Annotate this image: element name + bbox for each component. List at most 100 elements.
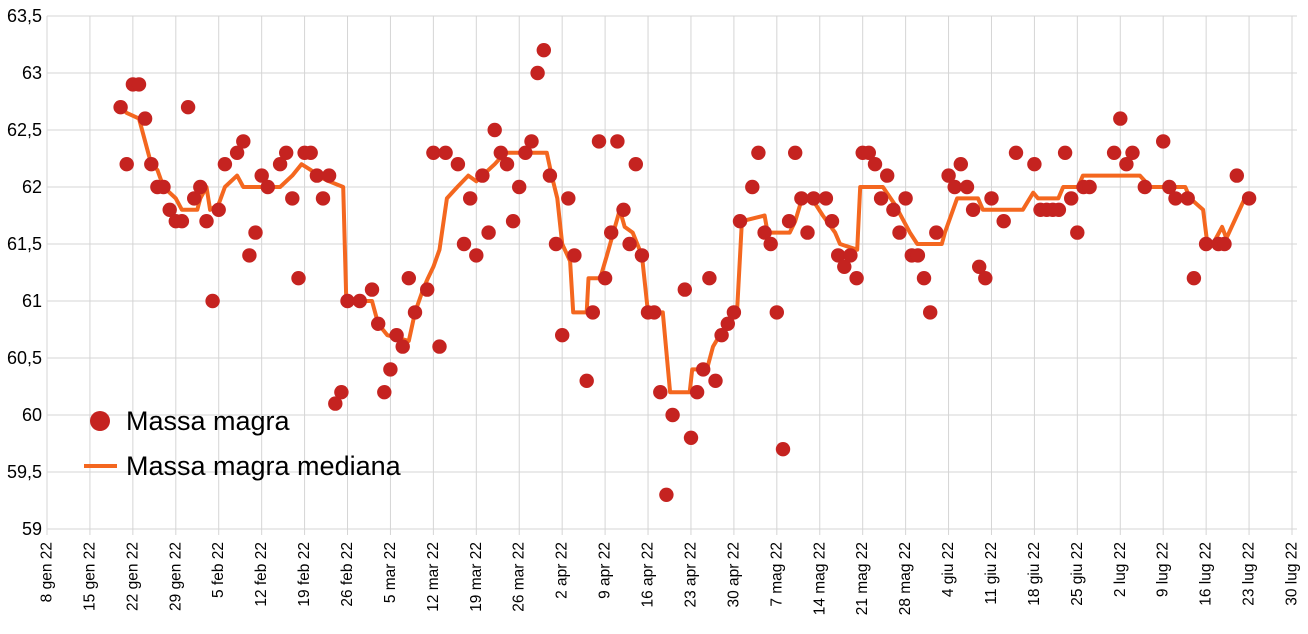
data-point [1119, 157, 1134, 172]
x-tick-label: 23 apr 22 [682, 542, 699, 608]
data-point [653, 385, 668, 400]
data-point [929, 225, 944, 240]
data-point [898, 191, 913, 206]
data-point [524, 134, 539, 149]
data-point [162, 202, 177, 217]
data-point [732, 214, 748, 229]
data-point [677, 282, 692, 297]
y-tick-label: 63,5 [7, 6, 42, 26]
data-point [867, 157, 883, 172]
data-point [530, 65, 545, 81]
data-point [831, 248, 846, 263]
x-tick-label: 22 gen 22 [124, 542, 141, 611]
y-tick-label: 60 [22, 405, 42, 425]
data-point [242, 248, 257, 263]
data-point [843, 248, 858, 263]
data-point [916, 271, 932, 286]
data-point [285, 191, 300, 206]
data-point [1168, 191, 1183, 206]
data-point [1057, 145, 1073, 160]
data-point [113, 100, 128, 115]
data-point [647, 305, 662, 320]
x-tick-label: 12 feb 22 [253, 542, 270, 607]
data-point [861, 145, 876, 160]
data-point [512, 179, 527, 195]
data-point [720, 316, 735, 331]
data-point [1229, 168, 1245, 183]
data-point [1070, 225, 1085, 240]
data-point [806, 191, 821, 206]
data-point [199, 214, 214, 229]
y-tick-label: 59,5 [7, 462, 42, 482]
data-point [463, 191, 478, 206]
data-point [205, 293, 220, 309]
x-axis-labels: 8 gen 22 15 gen 22 22 gen 22 29 gen 22 5 feb… [39, 542, 1301, 615]
data-point [708, 373, 723, 388]
data-point [1217, 236, 1232, 252]
data-point [818, 191, 834, 206]
x-tick-label: 19 mar 22 [468, 542, 485, 612]
data-point [794, 191, 809, 206]
data-point [475, 168, 490, 183]
data-point [972, 259, 987, 274]
data-point [616, 202, 631, 217]
data-point [1186, 271, 1202, 286]
data-point [800, 225, 815, 240]
data-point [340, 293, 355, 309]
x-tick-label: 4 giu 22 [940, 542, 957, 597]
data-point [383, 362, 398, 377]
data-point [156, 179, 171, 195]
data-point [683, 430, 699, 445]
data-point [965, 202, 981, 217]
data-point [751, 145, 766, 160]
data-point [591, 134, 607, 149]
data-point [450, 157, 466, 172]
data-point [849, 271, 864, 286]
data-point [1125, 145, 1140, 160]
data-point [542, 168, 558, 183]
data-point [144, 157, 159, 172]
data-point [622, 236, 637, 252]
x-tick-label: 9 lug 22 [1155, 542, 1172, 597]
data-point [947, 179, 962, 195]
data-point [248, 225, 263, 240]
data-point [1241, 191, 1257, 206]
data-point [1162, 179, 1177, 195]
data-point [481, 225, 496, 240]
data-point [260, 179, 275, 195]
x-tick-label: 26 feb 22 [339, 542, 356, 607]
data-point [420, 282, 435, 297]
data-point [438, 145, 453, 160]
data-point [315, 191, 331, 206]
data-point [364, 282, 380, 297]
data-point [696, 362, 711, 377]
data-point [1027, 157, 1042, 172]
x-tick-label: 14 mag 22 [811, 542, 828, 615]
data-point [824, 214, 840, 229]
data-point [769, 305, 784, 320]
data-point [505, 214, 521, 229]
data-point [371, 316, 386, 331]
data-point [1180, 191, 1195, 206]
data-point [745, 179, 760, 195]
y-tick-label: 59 [22, 519, 42, 539]
data-point [401, 271, 416, 286]
data-point [953, 157, 968, 172]
data-point [978, 271, 993, 286]
data-point [303, 145, 318, 160]
data-point [1082, 179, 1097, 195]
data-point [561, 191, 576, 206]
data-point [536, 43, 551, 58]
data-point [407, 305, 423, 320]
data-point [1106, 145, 1122, 160]
data-point [702, 271, 717, 286]
y-tick-label: 61,5 [7, 234, 42, 254]
data-point [1156, 134, 1171, 149]
data-point [131, 77, 147, 92]
data-point [291, 271, 306, 286]
x-tick-label: 29 gen 22 [167, 542, 184, 611]
y-tick-label: 62 [22, 177, 42, 197]
data-point [548, 236, 564, 252]
y-tick-label: 62,5 [7, 120, 42, 140]
